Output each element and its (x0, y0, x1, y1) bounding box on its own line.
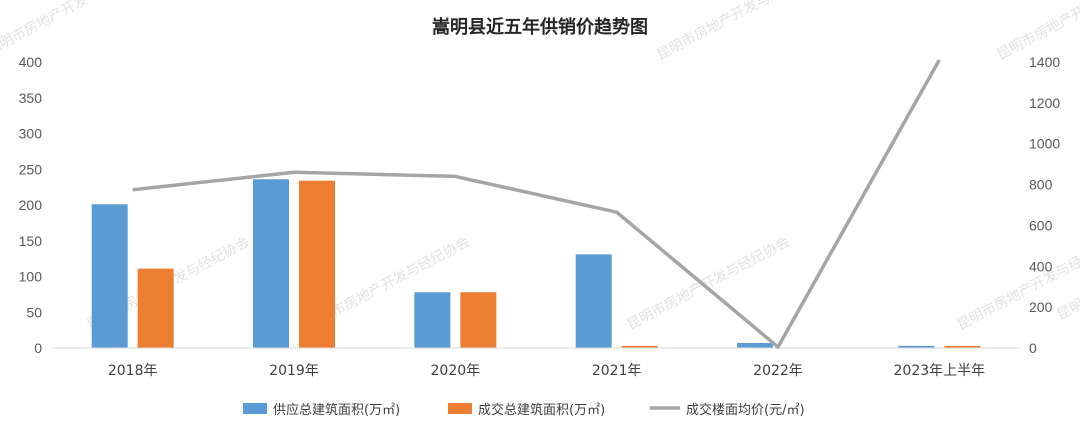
bar-deal-5 (944, 345, 981, 348)
legend-swatch (448, 403, 472, 414)
legend-label: 供应总建筑面积(万㎡) (273, 402, 400, 418)
bar-deal-0 (137, 268, 174, 348)
y-right-tick-label: 0 (1029, 340, 1037, 356)
bar-deal-3 (621, 345, 658, 348)
y-left-tick-label: 100 (19, 269, 43, 285)
watermark-text: 昆明市房地产开发与经纪协会 (654, 0, 823, 64)
legend: 供应总建筑面积(万㎡) 成交总建筑面积(万㎡) 成交楼面均价(元/㎡) (243, 402, 805, 418)
y-left-tick-label: 350 (19, 90, 43, 106)
legend-swatch (243, 403, 267, 414)
y-left-tick-label: 50 (26, 304, 42, 320)
y-right-tick-label: 1200 (1029, 95, 1060, 111)
bar-supply-0 (91, 204, 128, 348)
x-tick-label: 2018年 (108, 363, 158, 379)
y-left-tick-label: 150 (19, 233, 43, 249)
y-left-tick-label: 400 (19, 54, 43, 70)
watermark-text: 昆明市房地产开发与经纪协会 (624, 233, 793, 333)
x-tick-label: 2019年 (269, 363, 319, 379)
bar-supply-2 (414, 292, 451, 348)
y-right-tick-label: 600 (1029, 217, 1053, 233)
y-axis-left: 0 50 100 150 200 250 300 350 400 (19, 54, 43, 356)
legend-label: 成交楼面均价(元/㎡) (686, 402, 805, 418)
bar-deal-1 (299, 180, 335, 348)
y-right-tick-label: 1000 (1029, 136, 1060, 152)
y-right-tick-label: 1400 (1029, 54, 1060, 70)
y-right-tick-label: 400 (1029, 258, 1053, 274)
y-right-tick-label: 200 (1029, 299, 1053, 315)
y-axis-right: 0 200 400 600 800 1000 1200 1400 (1029, 54, 1060, 356)
x-tick-label: 2020年 (431, 363, 481, 379)
bar-supply-3 (575, 254, 612, 348)
x-axis-labels: 2018年 2019年 2020年 2021年 2022年 2023年上半年 (108, 363, 985, 379)
chart-title: 嵩明县近五年供销价趋势图 (432, 16, 648, 38)
watermark-text: 昆明市房地产开发与经纪协会 (0, 0, 153, 59)
legend-label: 成交总建筑面积(万㎡) (478, 402, 605, 418)
x-tick-label: 2023年上半年 (894, 363, 986, 379)
y-right-tick-label: 800 (1029, 177, 1053, 193)
y-left-tick-label: 0 (34, 340, 42, 356)
y-left-tick-label: 200 (19, 197, 43, 213)
price-line (132, 59, 941, 349)
bar-supply-1 (253, 179, 289, 348)
x-tick-label: 2021年 (592, 363, 642, 379)
bars (91, 179, 981, 348)
bar-deal-2 (460, 292, 497, 348)
line-series (132, 59, 941, 349)
x-tick-label: 2022年 (753, 363, 803, 379)
y-left-tick-label: 250 (19, 161, 43, 177)
y-left-tick-label: 300 (19, 126, 43, 142)
bar-supply-4 (737, 342, 773, 348)
bar-supply-5 (898, 345, 935, 348)
